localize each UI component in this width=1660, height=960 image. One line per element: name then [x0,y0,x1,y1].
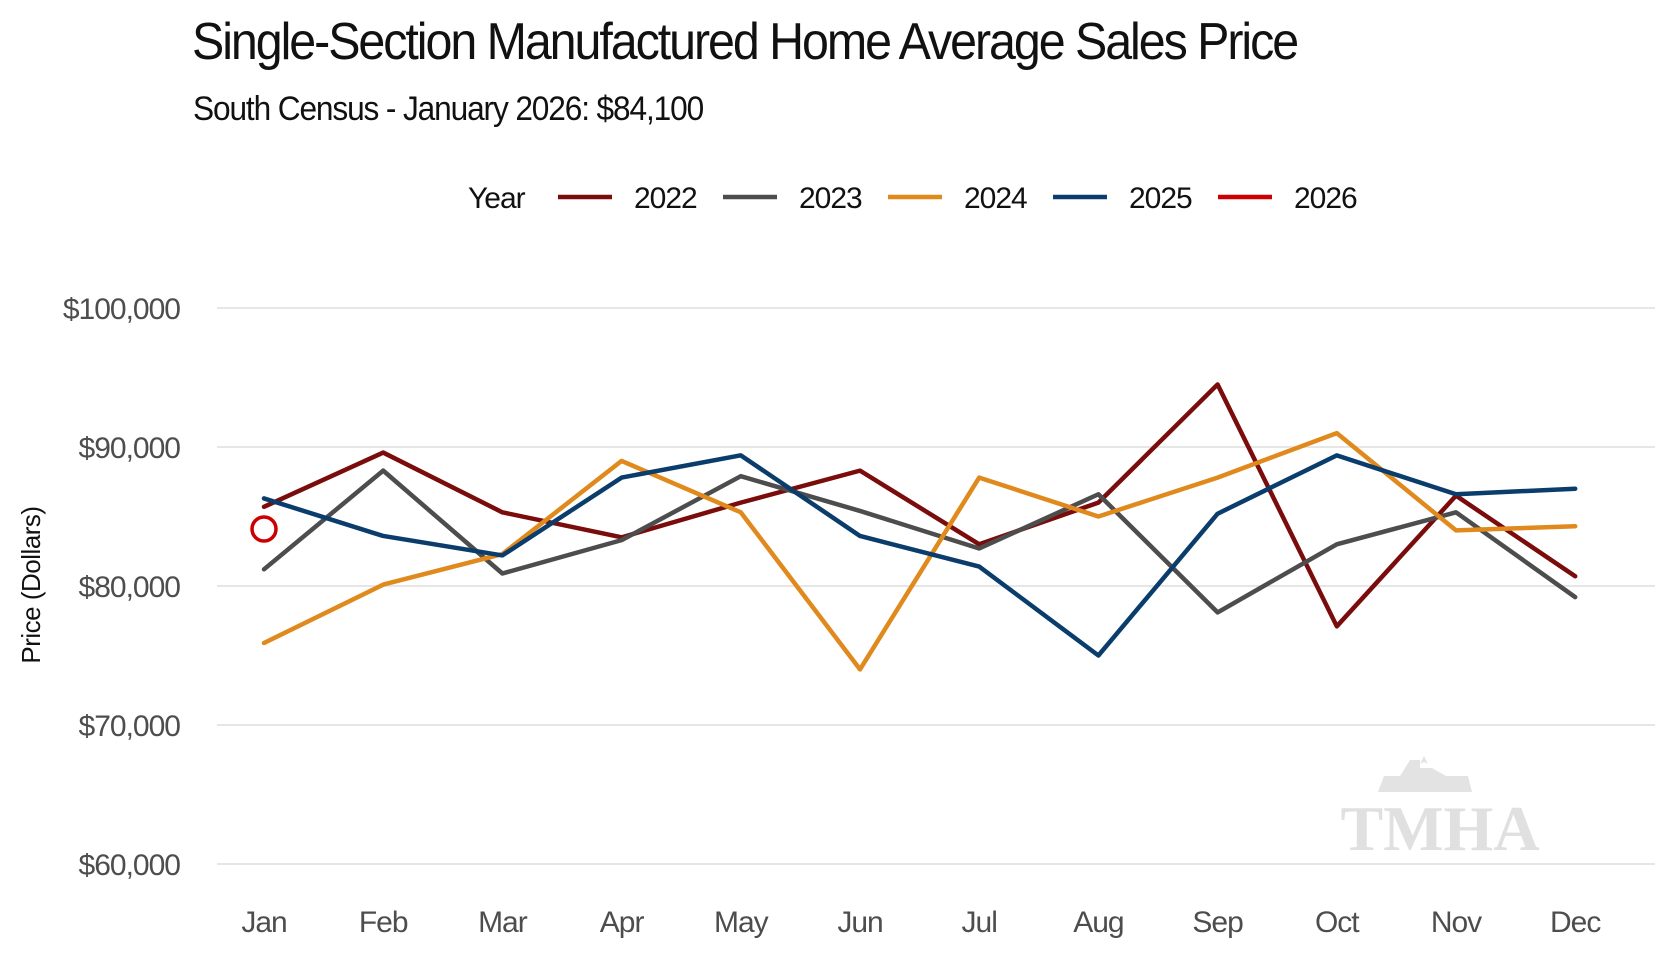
legend-label-2025: 2025 [1129,182,1192,215]
x-tick-label: May [714,906,769,939]
x-axis-ticks: Jan Feb Mar Apr May Jun Jul Aug Sep Oct Nov Dec [241,906,1602,939]
y-tick-label: $70,000 [79,710,181,743]
legend-label-2023: 2023 [799,182,862,215]
y-tick-label: $100,000 [63,293,180,326]
chart-subtitle: South Census - January 2026: $84,100 [193,90,704,128]
x-tick-label: Nov [1431,906,1482,939]
series-markers [250,515,278,543]
legend-title: Year [468,182,526,215]
x-tick-label: Dec [1550,906,1601,939]
x-tick-label: Aug [1073,906,1123,939]
series-marker-2026 [250,515,278,543]
y-axis-ticks: $60,000 $70,000 $80,000 $90,000 $100,000 [63,293,181,882]
x-tick-label: Sep [1192,906,1243,939]
y-tick-label: $90,000 [79,432,181,465]
series-line-2022 [261,382,1578,629]
chart-title: Single-Section Manufactured Home Average… [192,13,1299,71]
series-line-2023 [261,468,1578,615]
x-tick-label: Mar [478,906,528,939]
series-lines [261,382,1578,672]
tmha-watermark: TMHA [1340,756,1540,864]
x-tick-label: Jul [962,906,997,939]
x-tick-label: Apr [600,906,645,939]
legend-label-2026: 2026 [1294,182,1357,215]
series-line-2024 [261,430,1578,672]
x-tick-label: Feb [359,906,408,939]
legend-label-2022: 2022 [634,182,697,215]
y-tick-label: $80,000 [79,571,181,604]
x-tick-label: Oct [1315,906,1360,939]
y-tick-label: $60,000 [79,849,181,882]
legend-label-2024: 2024 [964,182,1027,215]
x-tick-label: Jun [837,906,882,939]
y-axis-title: Price (Dollars) [16,506,46,663]
series-line-2025 [261,453,1578,658]
gridlines [217,307,1655,865]
watermark-text: TMHA [1340,793,1539,864]
x-tick-label: Jan [241,906,286,939]
watermark-roof-shape [1378,760,1472,792]
legend: Year 2022 2023 2024 2025 2026 [468,182,1358,215]
watermark-star-shape [1420,756,1428,764]
